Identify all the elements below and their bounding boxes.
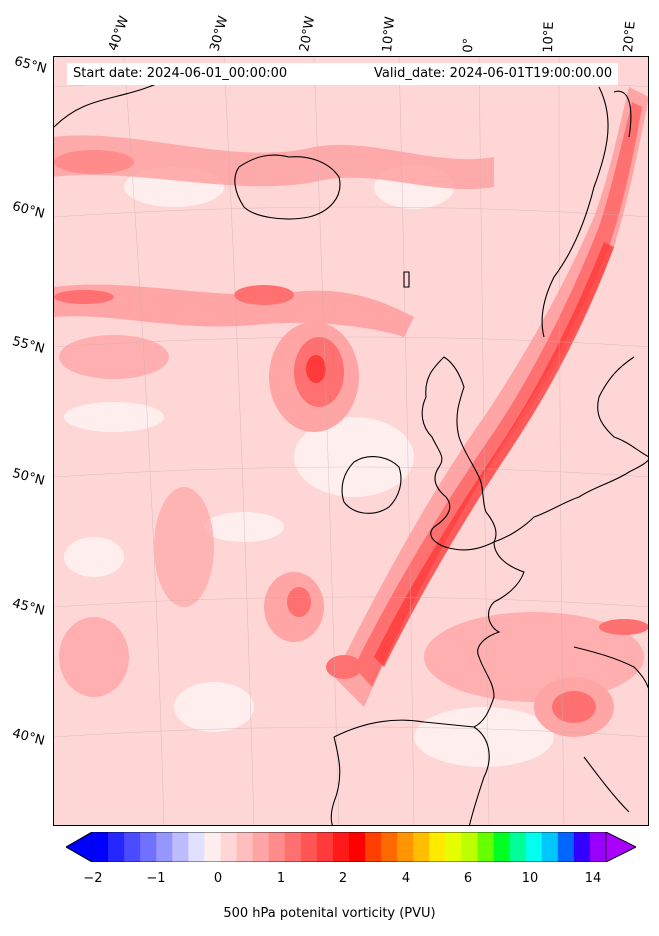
colorbar-label: 500 hPa potenital vorticity (PVU) — [223, 906, 436, 921]
colorbar-cell — [525, 832, 543, 862]
ireland-coast — [341, 456, 402, 514]
colorbar-cell — [124, 832, 141, 862]
colorbar-cell — [204, 832, 221, 862]
colorbar — [66, 832, 636, 862]
lon-label-20e: 20°E — [621, 20, 639, 54]
lat-label-60n: 60°N — [10, 199, 47, 222]
lat-label-40n: 40°N — [10, 726, 47, 749]
colorbar-over-triangle — [605, 832, 636, 862]
pv-contours — [54, 87, 648, 767]
lon-label-10w: 10°W — [380, 15, 399, 53]
colorbar-cell — [108, 832, 125, 862]
colorbar-cell — [445, 832, 462, 862]
colorbar-tick: 1 — [276, 871, 286, 886]
lon-label-40w: 40°W — [105, 14, 133, 53]
lon-label-10e: 10°E — [541, 21, 558, 53]
colorbar-tick: 6 — [463, 871, 473, 886]
colorbar-cell — [92, 832, 109, 862]
colorbar-cell — [381, 832, 398, 862]
colorbar-tick: 0 — [213, 871, 223, 886]
start-date-label: Start date: 2024-06-01_00:00:00 — [67, 63, 439, 85]
colorbar-cell — [461, 832, 478, 862]
colorbar-cell — [220, 832, 238, 862]
potential-vorticity-field — [54, 57, 648, 825]
colorbar-cell — [477, 832, 495, 862]
colorbar-cell — [413, 832, 430, 862]
lon-label-20w: 20°W — [297, 15, 319, 54]
lat-label-65n: 65°N — [12, 54, 49, 77]
colorbar-cell — [349, 832, 366, 862]
great-britain-coast — [421, 356, 497, 551]
colorbar-cell — [316, 832, 334, 862]
colorbar-tick: 2 — [338, 871, 348, 886]
colorbar-tick: 14 — [584, 871, 602, 886]
colorbar-cell — [172, 832, 189, 862]
colorbar-cell — [589, 832, 607, 862]
lat-label-55n: 55°N — [10, 334, 47, 357]
iceland-coast — [234, 154, 341, 220]
colorbar-cell — [397, 832, 414, 862]
colorbar-cell — [268, 832, 286, 862]
colorbar-cell — [140, 832, 157, 862]
colorbar-cell — [300, 832, 318, 862]
colorbar-cell — [541, 832, 559, 862]
colorbar-cell — [284, 832, 302, 862]
lat-label-45n: 45°N — [10, 596, 47, 619]
colorbar-under-triangle — [66, 832, 93, 862]
colorbar-cell — [573, 832, 591, 862]
coastlines — [54, 76, 648, 825]
colorbar-tick: 4 — [401, 871, 411, 886]
colorbar-cell — [332, 832, 350, 862]
colorbar-tick: −1 — [146, 871, 166, 886]
lon-label-30w: 30°W — [207, 14, 232, 53]
valid-date-label: Valid_date: 2024-06-01T19:00:00.00 — [368, 63, 619, 85]
map-panel — [53, 56, 649, 826]
colorbar-tick: 10 — [521, 871, 539, 886]
colorbar-cell — [509, 832, 527, 862]
colorbar-cell — [557, 832, 575, 862]
colorbar-cell — [493, 832, 511, 862]
colorbar-cell — [365, 832, 382, 862]
colorbar-cell — [236, 832, 254, 862]
colorbar-cell — [429, 832, 446, 862]
lat-label-50n: 50°N — [10, 466, 47, 489]
lon-label-0: 0° — [461, 37, 477, 53]
colorbar-cell — [252, 832, 270, 862]
colorbar-tick: −2 — [83, 871, 103, 886]
colorbar-cell — [156, 832, 173, 862]
colorbar-cell — [188, 832, 205, 862]
